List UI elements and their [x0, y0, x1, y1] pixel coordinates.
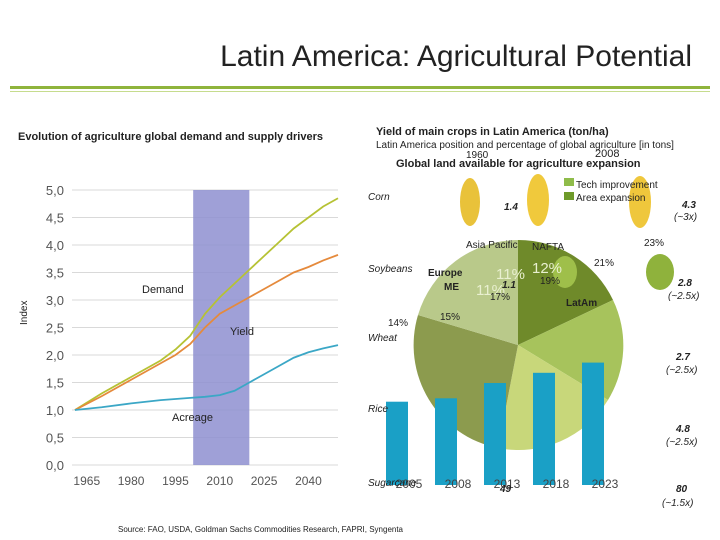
soybeans-end: 2.8: [678, 278, 692, 289]
chart-series: [74, 197, 339, 411]
y-tick-label: 4,5: [46, 211, 64, 226]
series-line-yield: [74, 254, 339, 411]
rice-factor: (~2.5x): [666, 437, 698, 448]
legend-tech-swatch: [564, 178, 574, 186]
crop-corn: Corn: [368, 192, 390, 203]
crop-rice: Rice: [368, 404, 389, 415]
title-rule: [10, 86, 710, 92]
pie-pct-17: 17%: [490, 292, 511, 303]
corn-image: [460, 178, 480, 226]
pie-pct-12: 12%: [532, 260, 563, 277]
soybean-image: [553, 256, 577, 288]
sugarcane-start: 49: [500, 484, 512, 495]
bar-category-label: 2008: [445, 477, 472, 491]
land-bar: [435, 398, 457, 485]
pie-pct-21: 21%: [594, 258, 615, 269]
wheat-factor: (~2.5x): [666, 365, 698, 376]
y-tick-label: 3,5: [46, 266, 64, 281]
wheat-end: 2.7: [676, 352, 690, 363]
legend-area-label: Area expansion: [576, 193, 646, 204]
chart-axes: 0,0 0,5 1,0 1,5 2,0 2,5 3,0 3,5 4,0 4,5 5,0 1965 198…: [46, 183, 322, 488]
sugarcane-factor: (~1.5x): [662, 498, 694, 509]
corn-start: 1.4: [504, 202, 518, 213]
x-tick-label: 2025: [251, 474, 278, 488]
series-line-demand: [74, 197, 339, 411]
land-bars: 2005 2008 2013 2018 2023: [386, 362, 619, 491]
x-tick-label: 2040: [295, 474, 322, 488]
bar-category-label: 2018: [543, 477, 570, 491]
y-tick-label: 2,0: [46, 348, 64, 363]
rice-end: 4.8: [676, 424, 690, 435]
pie-pct-19: 19%: [540, 276, 561, 287]
crop-sugarcane: Sugarcane: [368, 478, 417, 489]
corn-image: [629, 176, 651, 228]
x-tick-label: 2010: [206, 474, 233, 488]
year-end: 2008: [595, 148, 620, 160]
projection-shaded-area: [193, 190, 250, 465]
drivers-line-chart: 0,0 0,5 1,0 1,5 2,0 2,5 3,0 3,5 4,0 4,5 5,0 1965 198…: [19, 183, 339, 488]
bar-category-label: 2013: [494, 477, 521, 491]
soybeans-factor: (~2.5x): [668, 291, 700, 302]
pie-pct-14: 14%: [388, 318, 409, 329]
legend-area-swatch: [564, 192, 574, 200]
y-tick-label: 0,5: [46, 431, 64, 446]
label-yield: Yield: [230, 326, 254, 338]
x-tick-label: 1995: [162, 474, 189, 488]
y-tick-label: 1,5: [46, 376, 64, 391]
position-heading: Latin America position and percentage of…: [376, 140, 674, 151]
y-axis-label: Index: [19, 301, 30, 325]
pie-latam: LatAm: [566, 298, 598, 309]
source-note: Source: FAO, USDA, Goldman Sachs Commodi…: [118, 525, 404, 534]
pie-pct-11b: 11%: [476, 282, 505, 299]
crop-images: [460, 174, 674, 290]
y-tick-label: 1,0: [46, 403, 64, 418]
year-start: 1960: [466, 150, 489, 161]
bar-category-label: 2005: [396, 477, 423, 491]
y-tick-label: 3,0: [46, 293, 64, 308]
label-demand: Demand: [142, 284, 184, 296]
pie-pct-23: 23%: [644, 238, 665, 249]
y-tick-label: 5,0: [46, 183, 64, 198]
y-tick-label: 0,0: [46, 458, 64, 473]
land-heading: Global land available for agriculture ex…: [396, 158, 641, 170]
slide-title: Latin America: Agricultural Potential: [220, 40, 692, 73]
land-bar: [386, 401, 408, 485]
pie-me: ME: [444, 282, 459, 293]
bar-category-label: 2023: [592, 477, 619, 491]
soybean-image: [646, 254, 674, 290]
y-tick-label: 4,0: [46, 238, 64, 253]
yield-heading: Yield of main crops in Latin America (to…: [376, 126, 609, 138]
crop-soybeans: Soybeans: [368, 264, 413, 275]
left-chart-heading: Evolution of agriculture global demand a…: [18, 131, 323, 143]
pie-slice-me: [418, 240, 518, 345]
land-bar: [582, 362, 604, 485]
pie-pct-15: 15%: [440, 312, 461, 323]
label-acreage: Acreage: [172, 412, 213, 424]
land-bar: [533, 372, 555, 485]
corn-factor: (~3x): [674, 212, 698, 223]
soybeans-start: 1.1: [502, 280, 516, 291]
legend-tech-label: Tech improvement: [576, 180, 658, 191]
corn-image: [527, 174, 549, 226]
series-line-acreage: [74, 344, 339, 411]
pie-slice-asia-pacific: [518, 239, 613, 345]
x-tick-label: 1965: [73, 474, 100, 488]
pie-nafta: NAFTA: [532, 242, 565, 253]
crop-wheat: Wheat: [368, 333, 397, 344]
right-composite: 2005 2008 2013 2018 2023: [386, 174, 674, 491]
sugarcane-end: 80: [676, 484, 688, 495]
pie-pct-11a: 11%: [496, 266, 525, 283]
y-tick-label: 2,5: [46, 321, 64, 336]
corn-end: 4.3: [682, 200, 696, 211]
pie-asia-pacific: Asia Pacific: [466, 240, 518, 251]
pie-europe: Europe: [428, 268, 463, 279]
x-tick-label: 1980: [118, 474, 145, 488]
land-bar: [484, 383, 506, 485]
